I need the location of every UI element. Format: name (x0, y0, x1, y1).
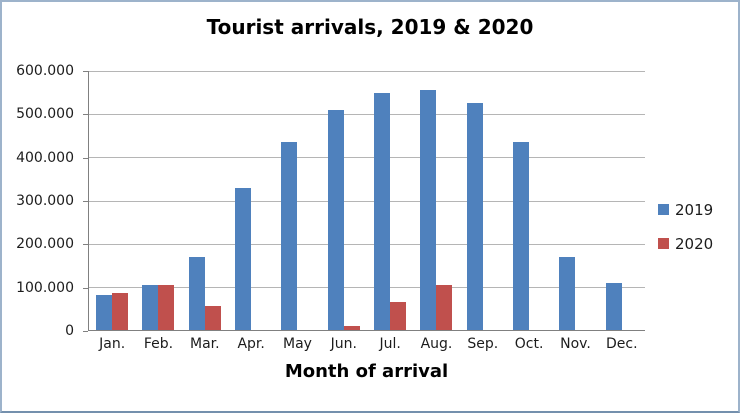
bar-2020-mar (204, 306, 221, 330)
legend-swatch-2020 (658, 238, 669, 249)
bar-group-mar (182, 71, 228, 330)
x-tick-label: Jun. (330, 335, 357, 352)
bar-2019-dec (605, 282, 622, 330)
bar-group-feb (135, 71, 181, 330)
legend-item-2019: 2019 (658, 201, 738, 219)
x-tick-label: Mar. (190, 335, 220, 352)
gridline (89, 157, 645, 159)
y-tick-label: 100.000 (16, 279, 74, 296)
bar-2019-feb (142, 284, 159, 330)
x-tick-label: Aug. (420, 335, 453, 352)
bar-2019-jul (374, 92, 391, 330)
bar-group-aug (413, 71, 459, 330)
y-tick-label: 300.000 (16, 193, 74, 209)
bar-group-dec (599, 71, 645, 330)
legend-label-2019: 2019 (675, 200, 714, 219)
x-tick-label: Feb. (143, 335, 174, 352)
y-tick-mark (83, 157, 88, 159)
bar-group-apr (228, 71, 274, 330)
bar-2020-feb (158, 284, 175, 330)
x-tick-label: Jan. (99, 335, 126, 352)
y-tick-mark (83, 331, 88, 332)
bar-group-jul (367, 71, 413, 330)
bar-2019-jun (327, 109, 344, 330)
bar-2019-sep (466, 103, 483, 330)
y-tick-label: 0 (65, 323, 74, 339)
bar-2019-mar (188, 256, 205, 330)
y-tick-label: 600.000 (16, 63, 74, 79)
chart-title: Tourist arrivals, 2019 & 2020 (206, 15, 534, 39)
bar-2019-aug (420, 90, 437, 330)
y-axis: 600.000 500.000 400.000 300.000 200.000 100.0… (2, 63, 88, 339)
y-tick-mark (83, 71, 88, 72)
bar-2020-aug (436, 284, 453, 330)
x-tick-label: Apr. (237, 335, 265, 352)
gridline (89, 200, 645, 202)
bar-group-sep (460, 71, 506, 330)
x-tick-label: Oct. (514, 335, 544, 352)
x-axis-labels: Jan. Feb. Mar. Apr. May Jun. Jul. Aug. Sep. Oct. N… (89, 331, 645, 356)
legend-swatch-2019 (658, 204, 669, 215)
legend-label-2020: 2020 (675, 234, 714, 253)
bar-2019-apr (235, 187, 252, 330)
bar-group-may (274, 71, 320, 330)
y-tick-label: 500.000 (16, 106, 74, 123)
bar-2019-oct (513, 142, 530, 330)
bar-group-nov (552, 71, 598, 330)
y-tick-label: 200.000 (16, 236, 74, 253)
chart-body: 600.000 500.000 400.000 300.000 200.000 100.0… (2, 63, 738, 382)
gridline (89, 243, 645, 245)
x-tick-label: Sep. (467, 335, 499, 352)
x-tick-label: May (283, 335, 312, 352)
bar-2019-jan (96, 295, 113, 330)
gridline (89, 114, 645, 116)
legend: 2019 2020 (645, 71, 738, 382)
y-tick-mark (83, 244, 88, 246)
x-tick-label: Jul. (379, 335, 401, 352)
bar-2019-may (281, 142, 298, 330)
x-tick-label: Dec. (606, 335, 638, 352)
gridline (89, 71, 645, 72)
plot-column: Jan. Feb. Mar. Apr. May Jun. Jul. Aug. Sep. Oct. N… (88, 71, 645, 382)
y-tick-mark (83, 201, 88, 202)
y-tick-mark (83, 114, 88, 116)
bar-group-jan (89, 71, 135, 330)
bar-2020-jul (390, 301, 407, 330)
gridline (89, 286, 645, 288)
y-tick-label: 400.000 (16, 149, 74, 166)
plot-area (88, 71, 645, 331)
x-axis-title: Month of arrival (284, 361, 449, 382)
bar-groups (89, 71, 645, 330)
bar-group-oct (506, 71, 552, 330)
bar-2020-jun (343, 325, 360, 330)
legend-item-2020: 2020 (658, 235, 738, 253)
bar-2020-jan (112, 293, 129, 330)
y-tick-mark (83, 287, 88, 289)
x-tick-label: Nov. (560, 335, 591, 352)
bar-2019-nov (559, 256, 576, 330)
bar-group-jun (321, 71, 367, 330)
